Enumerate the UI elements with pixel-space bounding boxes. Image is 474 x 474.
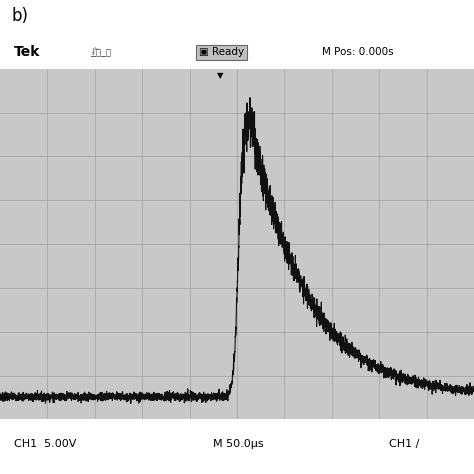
- Text: CH1  5.00V: CH1 5.00V: [14, 439, 77, 449]
- Text: CH1 /: CH1 /: [389, 439, 419, 449]
- Text: ▼: ▼: [217, 71, 224, 80]
- Text: _⎺_⎺: _⎺_⎺: [81, 48, 110, 56]
- Text: M 50.0μs: M 50.0μs: [213, 439, 264, 449]
- Text: ▣ Ready: ▣ Ready: [199, 47, 244, 57]
- Text: Tek: Tek: [14, 45, 41, 59]
- Text: b): b): [12, 7, 29, 25]
- Text: .ȷᵏ.: .ȷᵏ.: [90, 46, 101, 55]
- Text: M Pos: 0.000s: M Pos: 0.000s: [322, 47, 394, 57]
